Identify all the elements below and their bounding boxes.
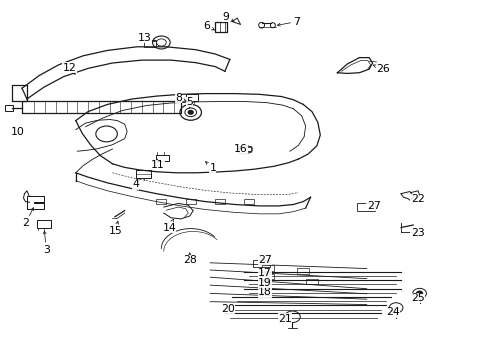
Bar [156,199,166,204]
Text: 19: 19 [258,278,271,288]
Text: 9: 9 [222,12,233,22]
Bar [262,274,273,279]
Bar [305,279,317,284]
Bar [215,199,224,204]
Text: 14: 14 [162,219,176,233]
Text: 4: 4 [132,179,139,189]
Text: 26: 26 [372,64,389,74]
Text: 13: 13 [138,33,155,43]
Bar [144,40,156,47]
Text: 28: 28 [183,253,196,265]
Bar [262,265,273,271]
Text: 16: 16 [233,144,247,154]
Bar [185,94,198,101]
Bar [5,105,13,111]
Text: 10: 10 [11,127,24,138]
Bar [155,155,169,161]
Bar [297,268,308,274]
Text: 17: 17 [258,268,271,278]
Text: 12: 12 [62,63,76,74]
Text: 5: 5 [186,97,193,108]
Bar [136,170,150,178]
Text: 22: 22 [410,194,424,204]
Text: 1: 1 [205,162,216,174]
Circle shape [416,291,422,296]
Text: 27: 27 [366,201,380,211]
Text: 18: 18 [258,287,271,297]
Bar [244,199,254,204]
Bar [185,199,195,204]
Text: 3: 3 [43,231,50,255]
Text: 11: 11 [150,159,164,170]
Text: 6: 6 [203,21,214,31]
Bar [356,203,374,211]
Text: 8: 8 [175,93,185,103]
Text: 21: 21 [277,314,291,324]
Text: 25: 25 [410,293,424,303]
Bar [252,260,270,267]
Text: 7: 7 [277,17,300,27]
Text: 23: 23 [410,228,424,238]
Circle shape [188,111,193,114]
Text: 20: 20 [221,304,234,314]
Text: 2: 2 [22,208,34,228]
Bar [37,220,51,228]
Text: 24: 24 [386,307,399,318]
Text: 15: 15 [108,221,122,236]
Text: 27: 27 [258,255,271,265]
